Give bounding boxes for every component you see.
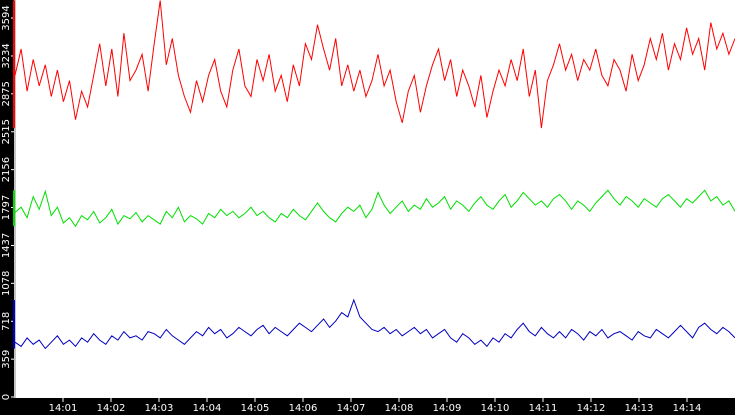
x-tick-label: 14:01 <box>49 403 78 414</box>
y-tick-label: 2875 <box>1 81 12 106</box>
x-tick-label: 14:03 <box>145 403 174 414</box>
x-tick-label: 14:14 <box>673 403 702 414</box>
x-tick-label: 14:02 <box>97 403 126 414</box>
y-tick-label: 718 <box>1 312 12 331</box>
y-tick-label: 1078 <box>1 271 12 296</box>
series-line <box>14 189 735 228</box>
series-range-marker <box>13 190 15 227</box>
y-tick-label: 2156 <box>1 157 12 182</box>
y-tick-label: 1437 <box>1 233 12 258</box>
x-tick-label: 14:12 <box>577 403 606 414</box>
x-tick-label: 14:07 <box>337 403 366 414</box>
x-tick-label: 14:13 <box>625 403 654 414</box>
y-tick-label: 359 <box>1 350 12 369</box>
y-tick-label: 3234 <box>1 43 12 68</box>
y-tick-label: 0 <box>1 394 12 400</box>
x-tick-label: 14:04 <box>193 403 222 414</box>
y-tick-label: 1797 <box>1 195 12 220</box>
series-range-marker <box>13 299 15 349</box>
y-axis-strip <box>0 0 14 415</box>
x-tick-label: 14:09 <box>433 403 462 414</box>
series-line <box>14 298 735 350</box>
series-line <box>14 0 735 129</box>
x-tick-label: 14:06 <box>289 403 318 414</box>
x-axis-strip <box>0 398 735 415</box>
x-tick-label: 14:05 <box>241 403 270 414</box>
series-range-marker <box>13 0 15 129</box>
x-tick-label: 14:11 <box>529 403 558 414</box>
y-tick-label: 3594 <box>1 5 12 30</box>
y-tick-label: 2515 <box>1 119 12 144</box>
x-tick-label: 14:10 <box>481 403 510 414</box>
x-tick-label: 14:08 <box>385 403 414 414</box>
